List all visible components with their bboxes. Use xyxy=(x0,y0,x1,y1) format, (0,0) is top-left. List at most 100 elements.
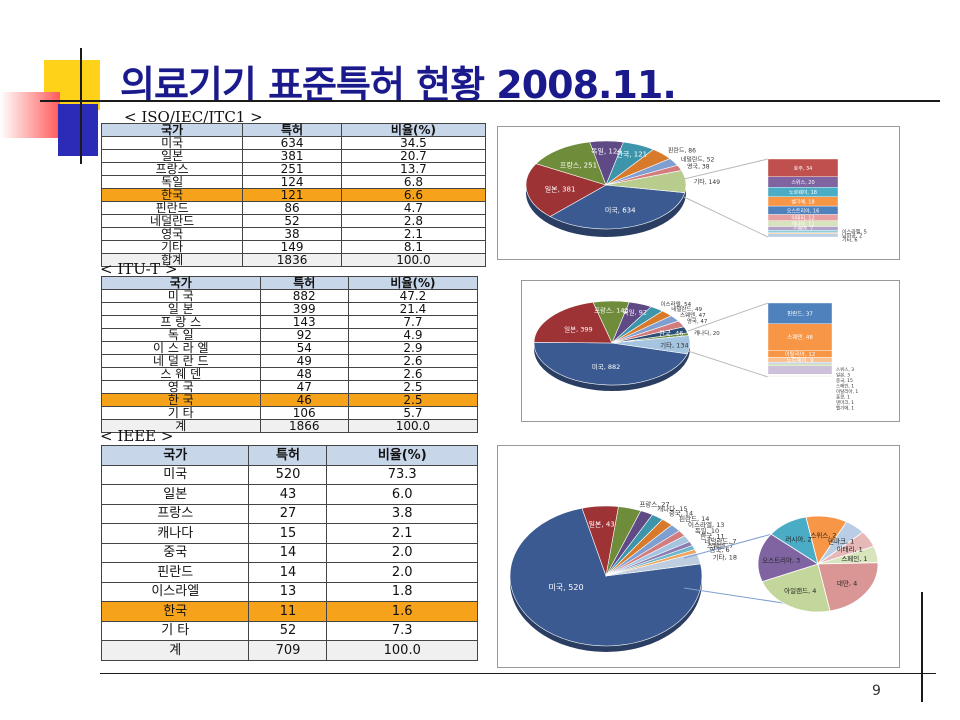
chart-frame-iso: 미국, 634 일본, 381 프랑스, 251 독일, 124 한국, 121 핀란드,… xyxy=(497,126,900,260)
table-cell: 이스라엘 xyxy=(100,581,250,602)
table-cell: 2.6 xyxy=(347,367,479,381)
table-row: 계 1866 100.0 xyxy=(101,419,479,433)
table-cell: 34.5 xyxy=(340,136,487,150)
pie-label: 이스라엘, 13 xyxy=(688,520,724,529)
table-cell: 6.0 xyxy=(326,484,478,505)
bottom-horizontal-rule xyxy=(100,673,936,674)
table-cell: 6.8 xyxy=(340,175,487,189)
table-cell: 634 xyxy=(242,136,342,150)
breakout-label: 스웨덴, 7 xyxy=(793,225,813,232)
table-row: 핀란드 14 2.0 xyxy=(100,562,478,583)
table-cell: 프랑스 xyxy=(100,162,244,176)
table-cell: 2.9 xyxy=(347,341,479,355)
table-row: 기타 149 8.1 xyxy=(100,240,487,254)
breakout-label: 캐나다, 11 xyxy=(791,221,814,228)
table-cell: 특허 xyxy=(242,123,342,137)
chart-frame-ieee: 미국, 520 일본, 43 프랑스, 27 캐나다, 15 중국, 14 핀란드, 14… xyxy=(497,445,900,668)
table-cell: 국가 xyxy=(100,123,244,137)
breakout-segment xyxy=(767,363,833,366)
table-cell: 일본 xyxy=(100,484,250,505)
iso-slice xyxy=(535,141,607,186)
iso-slice xyxy=(549,184,686,230)
pie-label: 중국, 14 xyxy=(669,510,693,518)
table-cell: 13 xyxy=(248,581,328,602)
table-row: 미국 634 34.5 xyxy=(100,136,487,150)
breakout-label: 스위스, 3 xyxy=(836,366,854,373)
table-cell: 381 xyxy=(242,149,342,163)
breakout-label: 이탈리아, 1 xyxy=(836,388,858,395)
table-cell: 520 xyxy=(248,464,328,485)
table-cell: 46 xyxy=(259,393,349,407)
blue-square-decoration xyxy=(58,104,98,156)
table-row: 기 타 106 5.7 xyxy=(101,406,479,420)
breakout-label: 기타, 6 xyxy=(842,236,858,243)
pie-label: 프랑스, 27 xyxy=(639,500,669,508)
table-row: 프 랑 스 143 7.7 xyxy=(101,315,479,329)
ieee-slices xyxy=(509,505,703,652)
table-cell: 52 xyxy=(242,214,342,228)
pie-label: 영국, 38 xyxy=(687,163,710,171)
table-cell: 한국 xyxy=(100,601,250,622)
table-row: 독일 124 6.8 xyxy=(100,175,487,189)
breakout-label: 호주, 34 xyxy=(794,166,813,172)
table-cell: 이 스 라 엘 xyxy=(101,341,261,355)
table-cell: 캐나다 xyxy=(100,523,250,544)
vertical-rule-decoration xyxy=(80,48,82,164)
table-cell: 38 xyxy=(242,227,342,241)
table-cell: 미국 xyxy=(100,464,250,485)
table-cell: 149 xyxy=(242,240,342,254)
pie-label: 네덜란드, 49 xyxy=(671,305,702,313)
table-cell: 2.1 xyxy=(326,523,478,544)
table-cell: 국가 xyxy=(101,276,261,290)
table-ieee: 국가 특허 비율(%) 미국 520 73.3 일본 43 6.0 프랑스 27 3.8 캐나다 15 2.… xyxy=(100,445,478,661)
table-cell: 1.8 xyxy=(326,581,478,602)
table-row: 이 스 라 엘 54 2.9 xyxy=(101,341,479,355)
horizontal-rule-decoration xyxy=(40,100,60,102)
table-cell: 124 xyxy=(242,175,342,189)
table-cell: 비율(%) xyxy=(347,276,479,290)
table-iso: 국가 특허 비율(%) 미국 634 34.5 일본 381 20.7 프랑스 251 13.7 독일 1… xyxy=(100,123,487,267)
table-row: 중국 14 2.0 xyxy=(100,542,478,563)
pie-label: 네덜란드, 52 xyxy=(681,156,715,164)
table-cell: 47.2 xyxy=(347,289,479,303)
breakout-segment xyxy=(767,365,833,375)
table-row: 일본 381 20.7 xyxy=(100,149,487,163)
pie-label: 스웨덴, 47 xyxy=(680,311,706,319)
pie-label: 독일, 124 xyxy=(591,147,622,156)
table-cell: 2.5 xyxy=(347,380,479,394)
table-cell: 709 xyxy=(248,640,328,661)
breakout-label: 덴마크, 1 xyxy=(836,399,854,406)
table-cell: 47 xyxy=(259,380,349,394)
table-row: 캐나다 15 2.1 xyxy=(100,523,478,544)
table-cell: 14 xyxy=(248,562,328,583)
table-cell: 일 본 xyxy=(101,302,261,316)
table-row: 일본 43 6.0 xyxy=(100,484,478,505)
breakout-label: 스페인, 1 xyxy=(841,554,867,563)
table-cell: 독 일 xyxy=(101,328,261,342)
table-row: 스 웨 덴 48 2.6 xyxy=(101,367,479,381)
breakout-segment xyxy=(767,376,833,378)
breakout-connector xyxy=(683,196,769,238)
table-cell: 1.6 xyxy=(326,601,478,622)
table-cell: 100.0 xyxy=(340,253,487,267)
table-row: 영 국 47 2.5 xyxy=(101,380,479,394)
table-cell: 100.0 xyxy=(347,419,479,433)
table-cell: 한 국 xyxy=(101,393,261,407)
breakout-label: 아일랜드, 4 xyxy=(784,586,816,595)
table-cell: 특허 xyxy=(259,276,349,290)
table-row: 네 덜 란 드 49 2.6 xyxy=(101,354,479,368)
chart-frame-itu: 미국, 882 일본, 399 프랑스, 143 독일, 92 이스라엘, 54 네덜란드… xyxy=(521,280,900,422)
table-row: 일 본 399 21.4 xyxy=(101,302,479,316)
pie-label: 일본, 43 xyxy=(588,520,614,529)
table-cell: 합계 xyxy=(100,253,244,267)
table-cell: 49 xyxy=(259,354,349,368)
table-row: 합계 1836 100.0 xyxy=(100,253,487,267)
breakout-label: 이탈리아, 12 xyxy=(785,350,816,358)
itu-slice xyxy=(611,335,691,355)
breakout-label: 홍콩, 1 xyxy=(836,394,850,401)
table-cell: 네덜란드 xyxy=(100,214,244,228)
breakout-label: 중국, 15 xyxy=(836,378,853,384)
table-itu: 국가 특허 비율(%) 미 국 882 47.2 일 본 399 21.4 프 랑 스 143 7.7… xyxy=(101,276,479,433)
table-row: 네덜란드 52 2.8 xyxy=(100,214,487,228)
